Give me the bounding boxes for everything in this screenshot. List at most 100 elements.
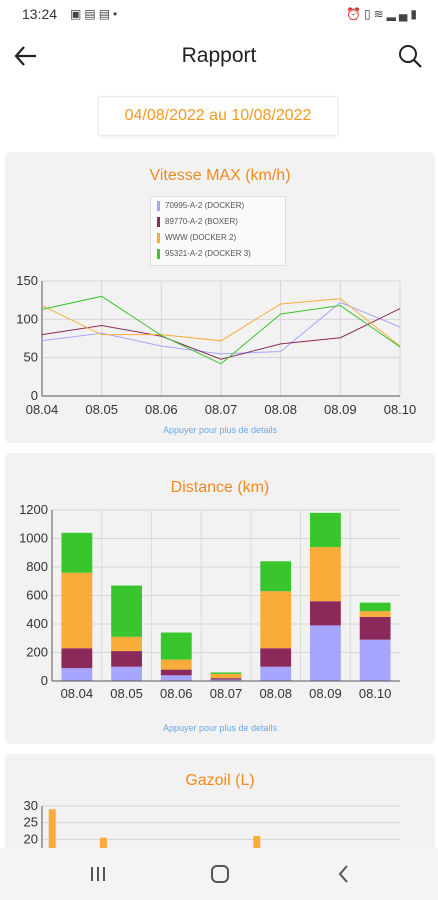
y-tick-label: 1000 (19, 531, 48, 546)
status-bar: 13:24 ▣▤▤• ⏰▯≋▂▄▮ (0, 0, 438, 28)
legend-item: 70995-A-2 (DOCKER) (157, 201, 245, 211)
x-tick-label: 08.09 (309, 686, 342, 701)
vitesse-details-link[interactable]: Appuyer pour plus de details (162, 425, 278, 435)
bar-segment (111, 651, 142, 667)
x-tick-label: 08.08 (259, 686, 292, 701)
bar-segment (260, 666, 292, 681)
gazoil-bar (48, 809, 56, 874)
bar-segment (260, 591, 292, 649)
recent-apps-icon (91, 867, 105, 881)
series-line (41, 301, 401, 355)
y-tick-label: 800 (26, 559, 48, 574)
x-tick-label: 08.04 (61, 686, 94, 701)
x-tick-label: 08.10 (384, 402, 417, 417)
legend-item: WWW (DOCKER 2) (157, 233, 237, 243)
y-tick-label: 400 (26, 616, 48, 631)
vitesse-legend: 70995-A-2 (DOCKER) 89770-A-2 (BOXER) WWW… (150, 196, 286, 266)
bar-segment (160, 659, 192, 670)
y-tick-label: 100 (16, 311, 38, 326)
x-tick-label: 08.10 (359, 686, 392, 701)
x-tick-label: 08.06 (160, 686, 193, 701)
bar-segment (210, 673, 242, 679)
legend-item: 89770-A-2 (BOXER) (157, 217, 238, 227)
bar-segment (359, 639, 391, 681)
x-tick-label: 08.09 (324, 402, 357, 417)
search-icon (399, 45, 422, 68)
bar-segment (359, 616, 391, 640)
bar-segment (310, 601, 341, 626)
bar-segment (310, 512, 341, 548)
app-icon: ▤ (84, 7, 99, 21)
series-line (41, 295, 401, 365)
legend-swatch (157, 217, 160, 227)
distance-bar-chart: 0 200 400 600 800 1000 1200 08.04 08.05 08.06 08.0… (19, 502, 400, 701)
bar-segment (310, 625, 341, 681)
distance-details-link[interactable]: Appuyer pour plus de details (162, 723, 278, 733)
bar-segment (61, 648, 93, 669)
y-tick-label: 30 (24, 798, 38, 813)
series-line (41, 308, 401, 360)
vitesse-line-chart: 0 50 100 150 08.04 08.05 08.06 08.07 08.08 08.09 0… (16, 273, 417, 417)
bar-segment (310, 547, 341, 602)
back-nav-icon (338, 865, 348, 883)
legend-swatch (157, 249, 160, 259)
vitesse-card[interactable]: Vitesse MAX (km/h) 70995-A-2 (DOCKER) 89… (5, 152, 435, 443)
bar-segment (61, 668, 93, 681)
series-line (41, 298, 401, 347)
bar-segment (160, 632, 192, 660)
y-tick-label: 600 (26, 588, 48, 603)
battery-saver-icon: ▯ (363, 7, 374, 21)
bar-segment (61, 532, 93, 573)
search-button[interactable] (396, 42, 424, 70)
back-button[interactable] (12, 42, 40, 70)
y-tick-label: 0 (31, 388, 38, 403)
dot-icon: • (113, 7, 121, 21)
distance-title: Distance (km) (170, 479, 270, 496)
x-tick-label: 08.05 (110, 686, 143, 701)
bar-segment (210, 672, 242, 674)
system-nav-bar (0, 848, 438, 900)
y-tick-label: 200 (26, 645, 48, 660)
app-bar: Rapport (0, 28, 438, 84)
x-tick-label: 08.06 (145, 402, 178, 417)
x-tick-label: 08.04 (26, 402, 59, 417)
bar-segment (160, 669, 192, 676)
bar-segment (260, 561, 292, 592)
notification-icons: ▣▤▤• (70, 7, 120, 21)
signal-icon: ▂▄ (386, 7, 411, 21)
home-icon (211, 865, 229, 883)
bar-segment (111, 636, 142, 652)
gazoil-title: Gazoil (L) (185, 772, 255, 789)
x-tick-label: 08.07 (205, 402, 238, 417)
gallery-icon: ▣ (70, 7, 85, 21)
home-button[interactable] (208, 862, 232, 886)
y-tick-label: 50 (24, 350, 38, 365)
legend-swatch (157, 201, 160, 211)
date-range-selector[interactable]: 04/08/2022 au 10/08/2022 (98, 96, 338, 136)
arrow-left-icon (14, 46, 36, 66)
x-tick-label: 08.07 (210, 686, 243, 701)
x-tick-label: 08.05 (85, 402, 118, 417)
recent-apps-button[interactable] (86, 862, 110, 886)
distance-card[interactable]: Distance (km) 0 200 400 600 800 1000 1200 08.04… (5, 453, 435, 744)
battery-icon: ▮ (410, 7, 420, 21)
y-tick-label: 150 (16, 273, 38, 288)
vitesse-title: Vitesse MAX (km/h) (149, 167, 291, 184)
y-tick-label: 1200 (19, 502, 48, 517)
bar-segment (111, 585, 142, 637)
bar-segment (210, 679, 242, 681)
system-icons: ⏰▯≋▂▄▮ (346, 7, 420, 21)
bar-segment (210, 678, 242, 680)
bar-segment (260, 648, 292, 667)
bar-segment (61, 572, 93, 649)
bar-segment (359, 602, 391, 612)
legend-label: WWW (DOCKER 2) (165, 233, 237, 242)
back-nav-button[interactable] (332, 862, 356, 886)
bar-segment (160, 675, 192, 681)
legend-label: 95321-A-2 (DOCKER 3) (165, 249, 251, 258)
status-time: 13:24 (22, 6, 58, 22)
legend-label: 70995-A-2 (DOCKER) (165, 201, 245, 210)
legend-item: 95321-A-2 (DOCKER 3) (157, 249, 251, 259)
y-tick-label: 0 (41, 673, 48, 688)
page-title: Rapport (181, 44, 257, 67)
